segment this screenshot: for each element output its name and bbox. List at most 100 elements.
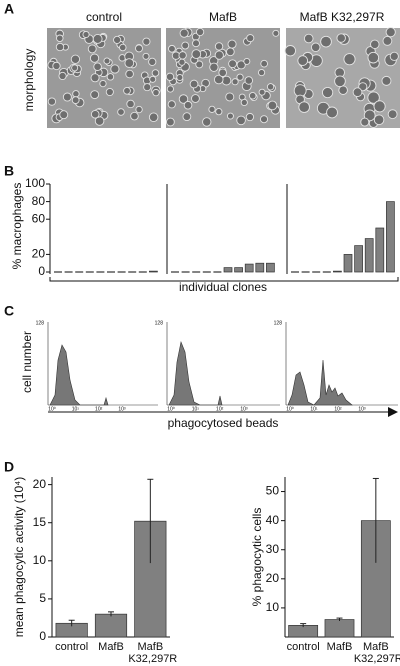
cell (272, 29, 280, 37)
cell (244, 76, 254, 85)
bar (149, 270, 158, 273)
cell (367, 51, 380, 64)
cell (267, 100, 278, 111)
cell (152, 88, 160, 97)
cell (71, 96, 80, 104)
tick-label: 10³ (118, 406, 126, 412)
y-tick-label: 10 (266, 600, 280, 614)
cell (215, 108, 223, 116)
y-tick-label: 30 (266, 542, 280, 556)
x-tick-label: MafB K32,297R (353, 641, 400, 665)
axis-title: individual clones (179, 280, 267, 294)
cell (71, 64, 79, 72)
cell (183, 100, 193, 110)
bar (333, 270, 342, 273)
tick-label: 128 (274, 320, 283, 326)
cell (208, 105, 216, 113)
cell (135, 44, 143, 53)
cell (381, 75, 392, 86)
x-tick-label: MafB K32,297R (128, 641, 178, 665)
cell (382, 36, 393, 46)
bar (375, 227, 385, 273)
bar (343, 254, 353, 273)
cell (214, 42, 224, 51)
cell (119, 43, 127, 52)
tick-label: 128 (36, 320, 45, 326)
cell (322, 86, 334, 99)
cell (236, 73, 244, 81)
cell (248, 92, 257, 100)
cell (166, 117, 175, 127)
cell (284, 45, 296, 57)
row-label: morphology (22, 49, 36, 112)
cell (93, 62, 102, 71)
cell (168, 44, 176, 53)
cell (389, 51, 399, 61)
cell (298, 101, 310, 113)
bar (244, 263, 254, 273)
tick-label: 10¹ (192, 406, 200, 412)
axis-title: % phagocytic cells (250, 508, 264, 607)
cell (106, 73, 115, 81)
tick-label: 10² (95, 406, 103, 412)
cell (178, 58, 186, 66)
cell (181, 41, 190, 50)
cell (189, 79, 199, 89)
y-tick-label: 0 (39, 629, 46, 643)
micrographs (47, 27, 400, 128)
cell (226, 112, 234, 120)
cell (179, 28, 189, 38)
tick-label: 10² (216, 406, 224, 412)
cell (62, 92, 72, 102)
cell (142, 52, 150, 60)
cell (123, 86, 131, 95)
cell (225, 92, 235, 102)
cell (218, 68, 227, 78)
cell (90, 73, 100, 83)
y-tick-label: 5 (39, 591, 46, 605)
tick-label: 10⁰ (286, 406, 294, 412)
cell (192, 39, 200, 48)
cell (176, 74, 184, 82)
cell (148, 57, 157, 67)
cell (385, 27, 396, 38)
cell (236, 115, 246, 126)
cell (113, 35, 122, 44)
histogram (287, 359, 353, 406)
y-tick-label: 0 (38, 264, 45, 278)
cell (257, 69, 266, 77)
panel-label: B (4, 163, 14, 179)
cell (142, 37, 151, 46)
cell (87, 44, 97, 54)
x-tick-label: control (55, 641, 89, 653)
cell (236, 60, 246, 70)
bar (354, 245, 363, 273)
cell (231, 78, 239, 86)
bar (255, 262, 265, 273)
bar (386, 201, 395, 273)
cell (89, 53, 100, 63)
cell (363, 109, 376, 122)
bar (266, 262, 275, 273)
cell (360, 117, 370, 127)
tick-label: 10¹ (72, 406, 80, 412)
y-tick-label: 40 (266, 513, 280, 527)
x-tick-label: MafB (326, 641, 353, 653)
cell (130, 111, 139, 121)
cell (297, 55, 309, 66)
cell (334, 75, 346, 88)
axis-title: mean phagocytic activity (10⁴) (12, 477, 26, 638)
cell (110, 64, 120, 74)
cell (52, 61, 61, 71)
cell (373, 100, 386, 113)
tick-label: 128 (155, 320, 164, 326)
column-label: MafB (209, 10, 237, 24)
tick-label: 10² (334, 406, 342, 412)
cell (178, 94, 189, 104)
cell (209, 62, 219, 72)
cell (367, 91, 380, 104)
cell (227, 39, 237, 49)
y-tick-label: 15 (33, 515, 47, 529)
bar (223, 267, 233, 273)
